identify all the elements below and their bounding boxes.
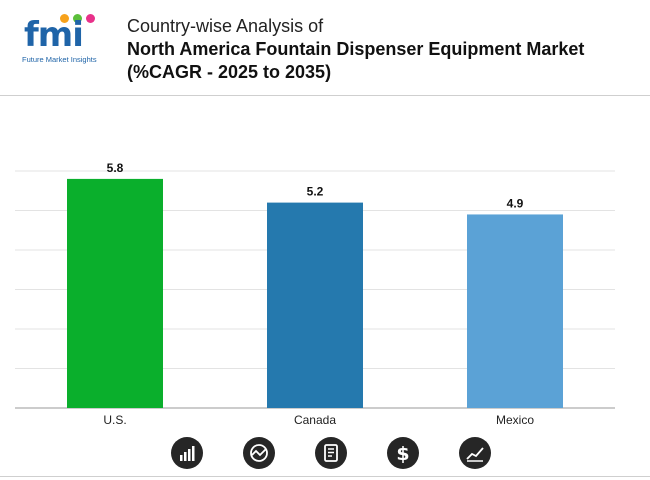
chart-title-line-2: North America Fountain Dispenser Equipme…: [127, 39, 585, 59]
header-divider: [0, 95, 650, 96]
logo-dot-pink: [86, 14, 95, 23]
category-label: Canada: [294, 413, 336, 427]
bar-chart-icon: [171, 437, 203, 469]
logo-dot-green: [73, 14, 82, 23]
globe-chart-icon: [243, 437, 275, 469]
fmi-logo: fmi Future Market Insights: [22, 10, 112, 72]
svg-text:$: $: [396, 443, 409, 465]
trend-chart-icon: [459, 437, 491, 469]
value-labels: 5.8 5.2 4.9: [107, 161, 524, 211]
logo-dot-orange: [60, 14, 69, 23]
bar-chart: 5.8 5.2 4.9 U.S. Canada Mexico: [15, 161, 615, 427]
logo-subtitle: Future Market Insights: [22, 55, 97, 64]
logo-wordmark: fmi: [24, 15, 84, 55]
header: fmi Future Market Insights Country-wise …: [0, 0, 650, 96]
category-labels: U.S. Canada Mexico: [103, 413, 534, 427]
bar-mexico: [467, 214, 563, 408]
chart-title-line-3: (%CAGR - 2025 to 2035): [127, 62, 332, 82]
bars: [67, 178, 563, 408]
report-icon: [315, 437, 347, 469]
data-label: 5.2: [307, 185, 324, 199]
category-label: U.S.: [103, 413, 126, 427]
footer-icons: $: [0, 434, 650, 472]
data-label: 5.8: [107, 161, 124, 175]
category-label: Mexico: [496, 413, 534, 427]
bar-us: [67, 178, 163, 408]
dollar-icon: $: [387, 437, 419, 469]
chart-title-line-1: Country-wise Analysis of: [127, 16, 324, 36]
footer-divider: [0, 476, 650, 477]
bar-canada: [267, 202, 363, 408]
data-label: 4.9: [507, 196, 524, 210]
